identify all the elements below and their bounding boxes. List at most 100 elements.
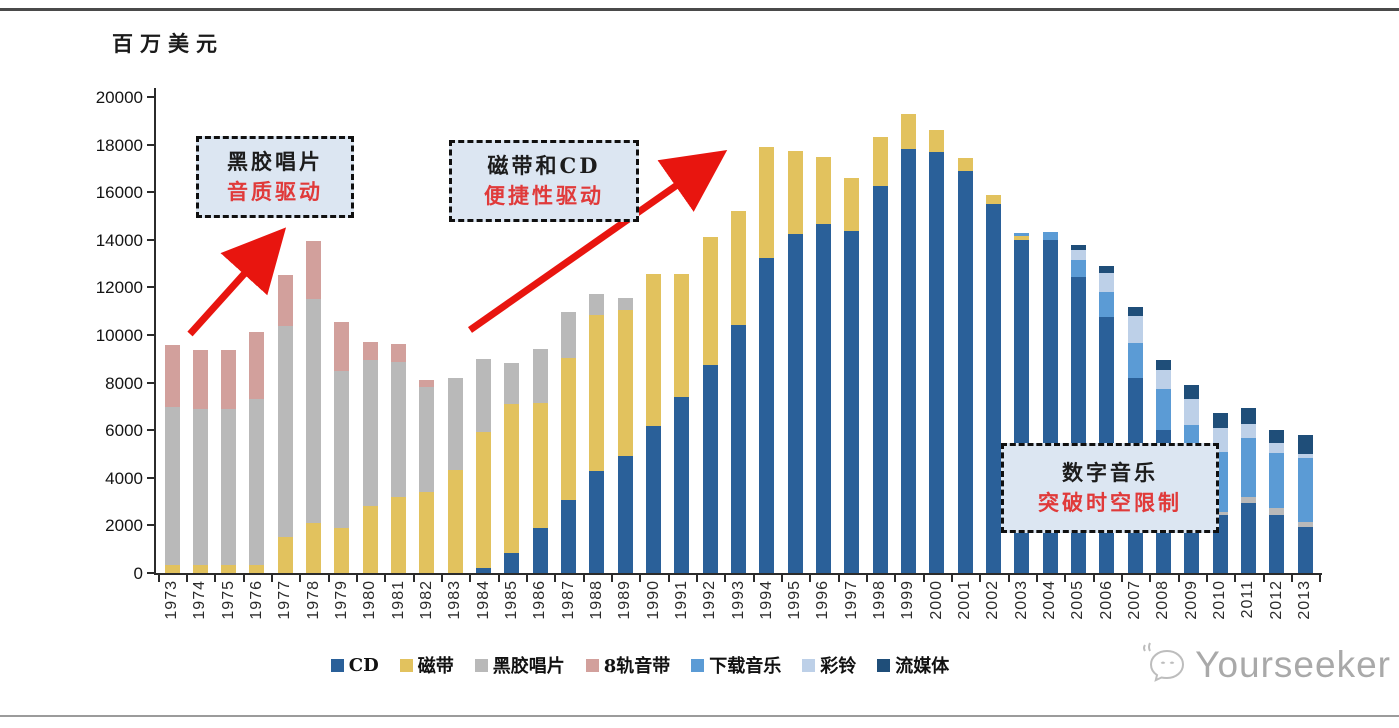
y-axis-tick-label: 8000 [105, 373, 143, 393]
y-axis-tick-label: 20000 [95, 88, 143, 107]
bar-segment-1988-磁带 [589, 315, 605, 471]
x-axis-year-label: 2005 [1069, 580, 1087, 620]
legend: CD 磁带 黑胶唱片 8轨音带 下载音乐 彩铃 流媒体 [210, 652, 1070, 678]
y-axis-tick [147, 381, 154, 384]
annotation-digital: 数字音乐 突破时空限制 [1001, 443, 1219, 533]
y-axis-tick-label: 4000 [105, 468, 143, 488]
y-axis-tick [147, 191, 154, 194]
bar-segment-1973-磁带 [164, 564, 180, 573]
x-axis-year-label: 1990 [644, 580, 662, 620]
y-axis-tick [147, 286, 154, 289]
x-axis-year-label: 1978 [304, 580, 322, 620]
legend-label: 下载音乐 [709, 656, 782, 677]
bar-segment-2002-CD [985, 204, 1001, 573]
bar-segment-1977-8轨音带 [277, 275, 293, 326]
legend-item-黑胶唱片: 黑胶唱片 [474, 652, 565, 678]
bar-segment-2000-CD [929, 151, 945, 573]
bar-segment-1982-磁带 [419, 492, 435, 573]
x-axis-tick [242, 575, 245, 582]
bar-segment-1995-磁带 [787, 150, 803, 234]
x-axis-tick [837, 575, 840, 582]
y-axis-tick [147, 238, 154, 241]
bar-segment-2007-下载音乐 [1127, 343, 1143, 378]
bar-segment-2012-下载音乐 [1269, 453, 1285, 509]
bar-segment-1996-CD [815, 224, 831, 573]
bar-segment-2012-CD [1269, 515, 1285, 573]
bar-segment-2011-CD [1240, 503, 1256, 573]
x-axis-tick [611, 575, 614, 582]
bar-segment-1983-黑胶唱片 [447, 377, 463, 471]
bar-segment-2010-黑胶唱片 [1212, 511, 1228, 516]
legend-label: 8轨音带 [603, 656, 671, 677]
bar-segment-2013-彩铃 [1297, 454, 1313, 458]
x-axis-tick [412, 575, 415, 582]
bar-segment-1998-磁带 [872, 137, 888, 187]
x-axis-tick [384, 575, 387, 582]
bar-segment-1989-CD [617, 456, 633, 573]
bar-segment-1981-黑胶唱片 [391, 361, 407, 497]
bar-segment-1982-8轨音带 [419, 380, 435, 387]
bar-segment-2013-黑胶唱片 [1297, 521, 1313, 527]
y-axis-tick [147, 429, 154, 432]
bar-segment-1992-CD [702, 364, 718, 573]
bar-segment-2007-流媒体 [1127, 306, 1143, 316]
x-axis-year-label: 1981 [389, 580, 407, 620]
bar-segment-2011-流媒体 [1240, 407, 1256, 425]
bar-segment-1994-磁带 [759, 146, 775, 258]
x-axis-year-label: 1979 [332, 580, 350, 620]
y-axis-tick [147, 524, 154, 527]
bar-segment-2011-黑胶唱片 [1240, 497, 1256, 503]
bar-segment-1992-磁带 [702, 236, 718, 365]
bar-segment-2012-流媒体 [1269, 430, 1285, 444]
x-axis-tick [979, 575, 982, 582]
bar-segment-2005-下载音乐 [1070, 260, 1086, 277]
x-axis-tick [214, 575, 217, 582]
bar-segment-2006-流媒体 [1099, 265, 1115, 274]
x-axis-tick [1177, 575, 1180, 582]
legend-swatch [474, 658, 488, 672]
bar-segment-1973-8轨音带 [164, 344, 180, 407]
bar-segment-1993-CD [731, 324, 746, 573]
bar-segment-1984-磁带 [476, 431, 492, 568]
legend-label: 流媒体 [895, 656, 950, 677]
bar-segment-1991-磁带 [674, 273, 690, 397]
bar-segment-2008-彩铃 [1155, 369, 1171, 389]
legend-swatch [802, 658, 816, 672]
bar-segment-2012-黑胶唱片 [1269, 508, 1285, 516]
bar-segment-2008-流媒体 [1155, 360, 1171, 370]
x-axis-year-label: 1976 [247, 580, 265, 620]
x-axis-year-label: 2003 [1012, 580, 1030, 620]
bar-segment-1975-8轨音带 [221, 349, 237, 409]
x-axis-year-label: 1995 [786, 580, 804, 620]
x-axis-tick [582, 575, 585, 582]
x-axis-year-label: 2010 [1211, 580, 1229, 620]
bar-segment-2000-磁带 [929, 130, 945, 152]
bar-segment-1978-磁带 [306, 523, 322, 573]
x-axis-year-label: 1974 [191, 580, 209, 620]
x-axis-tick [1149, 575, 1152, 582]
bar-segment-1985-黑胶唱片 [504, 362, 520, 405]
x-axis-tick [1064, 575, 1067, 582]
x-axis-year-label: 1975 [219, 580, 237, 620]
x-axis-tick [356, 575, 359, 582]
x-axis-tick [497, 575, 500, 582]
y-axis-tick [147, 96, 154, 98]
x-axis-tick [1290, 575, 1293, 582]
legend-label: CD [348, 654, 379, 676]
annotation-cassette-cd-sub: 便捷性驱动 [484, 183, 604, 208]
bar-segment-1995-CD [787, 233, 803, 573]
x-axis-tick [526, 575, 529, 582]
bar-segment-2001-CD [957, 170, 973, 573]
bar-segment-1997-磁带 [844, 177, 860, 232]
bar-segment-2006-下载音乐 [1099, 292, 1115, 318]
x-axis-year-label: 2000 [927, 580, 945, 620]
x-axis-year-label: 1991 [672, 580, 690, 620]
legend-item-CD: CD [330, 654, 379, 676]
x-axis-year-label: 1982 [417, 580, 435, 620]
y-axis-line [154, 88, 156, 575]
watermark: Yourseeker [1137, 642, 1391, 688]
bar-segment-2005-流媒体 [1070, 244, 1086, 251]
bar-segment-1988-黑胶唱片 [589, 293, 605, 316]
bar-segment-1986-CD [532, 528, 548, 573]
bar-segment-2009-彩铃 [1184, 399, 1200, 426]
